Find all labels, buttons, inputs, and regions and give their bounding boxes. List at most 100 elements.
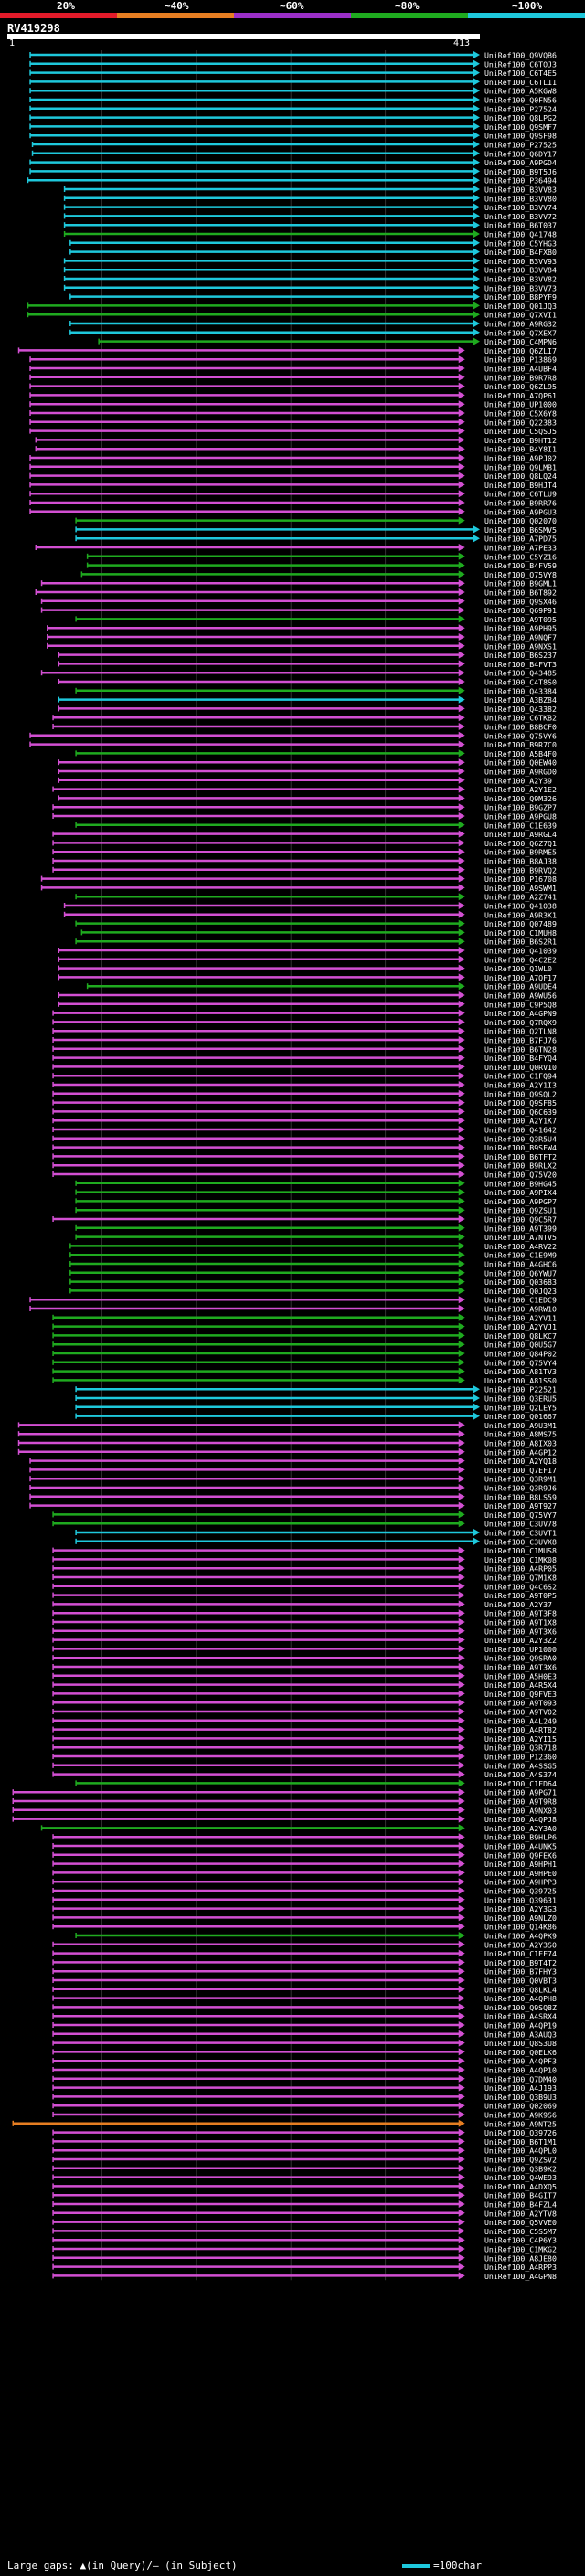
hit-row: UniRef100_Q41039 (58, 947, 557, 956)
legend-seg-red (0, 13, 117, 18)
hit-row: UniRef100_B9RR76 (29, 499, 557, 508)
hit-row: UniRef100_Q4WE93 (52, 2173, 557, 2182)
hit-arrow (458, 1072, 465, 1080)
hit-row: UniRef100_A3AUQ3 (52, 2030, 557, 2039)
hit-row: UniRef100_P36494 (27, 176, 557, 186)
hit-arrow (458, 1958, 465, 1966)
hit-label: UniRef100_A5B4F0 (484, 749, 557, 758)
hit-row: UniRef100_Q02069 (52, 2102, 557, 2111)
hit-label: UniRef100_Q7XVI1 (484, 311, 557, 320)
hit-row: UniRef100_C6TL11 (29, 78, 557, 87)
query-ruler (7, 34, 480, 39)
hit-arrow (458, 1439, 465, 1447)
hit-arrow (458, 1197, 465, 1205)
hit-arrow (458, 1833, 465, 1841)
hit-row: UniRef100_Q9SRA0 (52, 1654, 557, 1663)
hit-row: UniRef100_A4RPP3 (52, 2263, 557, 2272)
hit-row: UniRef100_C3UVX8 (75, 1537, 557, 1546)
hit-row: UniRef100_A2YVJ1 (52, 1322, 557, 1331)
hit-row: UniRef100_B3VV80 (63, 194, 557, 203)
hit-row: UniRef100_A9HPE0 (52, 1869, 557, 1878)
hit-arrow (458, 490, 465, 498)
hit-label: UniRef100_A9R3K1 (484, 910, 557, 919)
legend-tick-40: ~40% (165, 0, 189, 12)
hit-row: UniRef100_A9HPP3 (52, 1878, 557, 1887)
hit-label: UniRef100_A4RPP3 (484, 2263, 557, 2272)
hit-arrow (458, 973, 465, 981)
hit-arrow (473, 292, 480, 301)
hit-arrow (473, 59, 480, 68)
hit-label: UniRef100_A8IX03 (484, 1439, 557, 1448)
hit-label: UniRef100_A7NTV5 (484, 1233, 557, 1242)
hit-label: UniRef100_A2Y3S0 (484, 1940, 557, 1949)
hit-label: UniRef100_A4GP12 (484, 1447, 557, 1457)
hit-label: UniRef100_A4SRX4 (484, 2012, 557, 2021)
hit-arrow (458, 391, 465, 399)
footer: Large gaps: ▲(in Query)/– (in Subject) =… (0, 2554, 585, 2576)
hit-arrow (458, 865, 465, 874)
hit-label: UniRef100_Q9SX46 (484, 597, 557, 606)
hit-arrow (458, 346, 465, 355)
hit-row: UniRef100_Q7XEX7 (69, 328, 557, 337)
hit-row: UniRef100_A4J193 (52, 2083, 557, 2093)
hit-label: UniRef100_B4FYQ4 (484, 1054, 557, 1063)
hit-row: UniRef100_A2Y1E2 (52, 785, 557, 794)
hit-row: UniRef100_Q75VY7 (52, 1511, 557, 1520)
hit-label: UniRef100_C5S5M7 (484, 2227, 557, 2236)
hit-label: UniRef100_Q2LEY5 (484, 1403, 557, 1412)
hit-row: UniRef100_B6T892 (35, 588, 557, 598)
hit-row: UniRef100_A4SRX4 (52, 2012, 557, 2021)
hit-arrow (458, 1251, 465, 1259)
hit-arrow (458, 1126, 465, 1133)
hit-label: UniRef100_A9TV02 (484, 1708, 557, 1717)
hit-label: UniRef100_P27524 (484, 104, 557, 113)
hit-label: UniRef100_B3VV72 (484, 212, 557, 221)
hit-label: UniRef100_Q41039 (484, 947, 557, 956)
hit-row: UniRef100_Q43384 (75, 686, 557, 695)
hit-row: UniRef100_B9R7R8 (29, 373, 557, 382)
hit-label: UniRef100_A9PGU3 (484, 507, 557, 516)
hit-arrow (458, 1815, 465, 1823)
hit-row: UniRef100_A4UBF4 (29, 365, 557, 374)
hit-row: UniRef100_Q4C2E2 (58, 955, 557, 964)
hit-arrow (458, 1923, 465, 1931)
hit-row: UniRef100_Q3B9U3 (52, 2093, 557, 2102)
hit-label: UniRef100_C4T8S0 (484, 678, 557, 687)
hit-label: UniRef100_A9HPH1 (484, 1860, 557, 1869)
hit-row: UniRef100_Q8LPG2 (29, 113, 557, 122)
hit-row: UniRef100_C4T8S0 (58, 678, 557, 687)
hit-row: UniRef100_A2Y37 (52, 1600, 552, 1609)
hit-arrow (458, 1520, 465, 1528)
hit-label: UniRef100_B9R7C0 (484, 740, 557, 749)
hit-row: UniRef100_A4RT82 (52, 1725, 557, 1734)
hit-label: UniRef100_A9PGU8 (484, 812, 557, 822)
hit-label: UniRef100_Q41642 (484, 1126, 557, 1135)
hit-label: UniRef100_Q9ZSU1 (484, 1206, 557, 1215)
hit-label: UniRef100_A9T095 (484, 615, 557, 624)
hit-row: UniRef100_Q39725 (52, 1887, 557, 1896)
hit-label: UniRef100_C6TLU9 (484, 490, 557, 499)
hit-label: UniRef100_Q01667 (484, 1412, 557, 1421)
hit-label: UniRef100_A4RT82 (484, 1725, 557, 1734)
hit-label: UniRef100_A9NX03 (484, 1806, 557, 1815)
hit-label: UniRef100_A4UNK5 (484, 1842, 557, 1851)
hit-row: UniRef100_Q0RV10 (52, 1063, 557, 1072)
hit-arrow (458, 857, 465, 864)
hit-label: UniRef100_B3VV84 (484, 266, 557, 275)
hit-label: UniRef100_Q3R718 (484, 1744, 557, 1753)
hit-row: UniRef100_A2YQ18 (29, 1457, 557, 1466)
hit-label: UniRef100_Q8S3U8 (484, 2039, 557, 2048)
hit-label: UniRef100_Q9C5R7 (484, 1215, 557, 1224)
hit-row: UniRef100_B3VV93 (63, 257, 557, 266)
hit-row: UniRef100_A9T399 (75, 1224, 557, 1233)
hit-row: UniRef100_A4L249 (52, 1716, 557, 1725)
hit-label: UniRef100_B7FHY3 (484, 1967, 557, 1977)
hit-arrow (458, 2191, 465, 2200)
hit-row: UniRef100_A9T0P5 (52, 1591, 557, 1600)
hit-row: UniRef100_A9UDE4 (86, 982, 557, 991)
hit-label: UniRef100_A5KGW8 (484, 87, 557, 96)
hit-arrow (473, 194, 480, 202)
hit-label: UniRef100_Q41748 (484, 230, 557, 239)
hit-label: UniRef100_Q4C2E2 (484, 955, 557, 964)
hit-label: UniRef100_Q9VQB6 (484, 51, 557, 60)
